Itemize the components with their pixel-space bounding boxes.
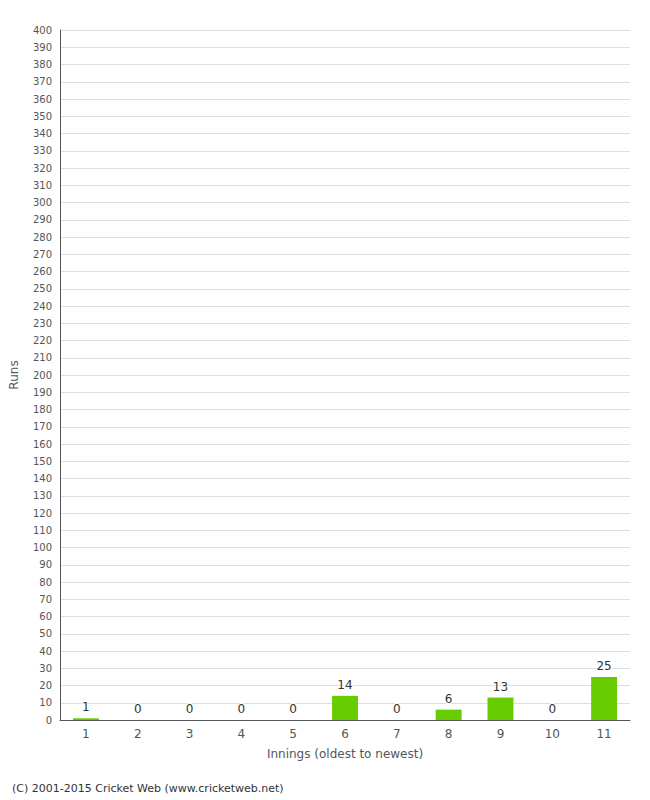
- svg-text:0: 0: [238, 702, 246, 716]
- svg-text:220: 220: [33, 335, 52, 346]
- svg-text:360: 360: [33, 94, 52, 105]
- svg-text:60: 60: [39, 611, 52, 622]
- svg-text:180: 180: [33, 404, 52, 415]
- svg-text:350: 350: [33, 111, 52, 122]
- svg-text:10: 10: [545, 727, 560, 741]
- svg-text:130: 130: [33, 490, 52, 501]
- svg-text:110: 110: [33, 525, 52, 536]
- svg-text:270: 270: [33, 249, 52, 260]
- svg-text:0: 0: [393, 702, 401, 716]
- svg-text:0: 0: [289, 702, 297, 716]
- svg-text:240: 240: [33, 301, 52, 312]
- svg-text:340: 340: [33, 128, 52, 139]
- svg-text:170: 170: [33, 421, 52, 432]
- svg-text:90: 90: [39, 559, 52, 570]
- svg-text:230: 230: [33, 318, 52, 329]
- svg-text:0: 0: [46, 715, 52, 726]
- svg-text:6: 6: [341, 727, 349, 741]
- svg-text:10: 10: [39, 697, 52, 708]
- svg-text:50: 50: [39, 628, 52, 639]
- svg-text:300: 300: [33, 197, 52, 208]
- svg-text:Innings (oldest to newest): Innings (oldest to newest): [267, 747, 423, 761]
- svg-text:160: 160: [33, 439, 52, 450]
- svg-text:11: 11: [596, 727, 611, 741]
- svg-text:7: 7: [393, 727, 401, 741]
- svg-text:20: 20: [39, 680, 52, 691]
- svg-text:3: 3: [186, 727, 194, 741]
- svg-text:120: 120: [33, 508, 52, 519]
- svg-text:1: 1: [82, 700, 90, 714]
- svg-text:30: 30: [39, 663, 52, 674]
- svg-text:280: 280: [33, 232, 52, 243]
- svg-text:40: 40: [39, 646, 52, 657]
- svg-text:150: 150: [33, 456, 52, 467]
- svg-text:70: 70: [39, 594, 52, 605]
- svg-text:190: 190: [33, 387, 52, 398]
- svg-text:13: 13: [493, 680, 508, 694]
- svg-text:400: 400: [33, 25, 52, 36]
- svg-text:5: 5: [289, 727, 297, 741]
- svg-text:330: 330: [33, 145, 52, 156]
- svg-text:310: 310: [33, 180, 52, 191]
- svg-text:8: 8: [445, 727, 453, 741]
- svg-text:140: 140: [33, 473, 52, 484]
- svg-text:25: 25: [596, 659, 611, 673]
- svg-text:0: 0: [186, 702, 194, 716]
- svg-text:370: 370: [33, 76, 52, 87]
- svg-text:290: 290: [33, 214, 52, 225]
- svg-text:200: 200: [33, 370, 52, 381]
- svg-text:9: 9: [497, 727, 505, 741]
- svg-text:2: 2: [134, 727, 142, 741]
- svg-text:250: 250: [33, 283, 52, 294]
- svg-text:14: 14: [337, 678, 352, 692]
- svg-text:380: 380: [33, 59, 52, 70]
- svg-text:260: 260: [33, 266, 52, 277]
- svg-text:0: 0: [134, 702, 142, 716]
- svg-text:1: 1: [82, 727, 90, 741]
- svg-text:0: 0: [548, 702, 556, 716]
- svg-text:210: 210: [33, 352, 52, 363]
- svg-text:4: 4: [238, 727, 246, 741]
- svg-text:6: 6: [445, 692, 453, 706]
- svg-text:320: 320: [33, 163, 52, 174]
- svg-text:100: 100: [33, 542, 52, 553]
- svg-text:Runs: Runs: [7, 360, 21, 389]
- svg-text:(C) 2001-2015 Cricket Web (www: (C) 2001-2015 Cricket Web (www.cricketwe…: [12, 782, 284, 795]
- svg-text:80: 80: [39, 577, 52, 588]
- svg-text:390: 390: [33, 42, 52, 53]
